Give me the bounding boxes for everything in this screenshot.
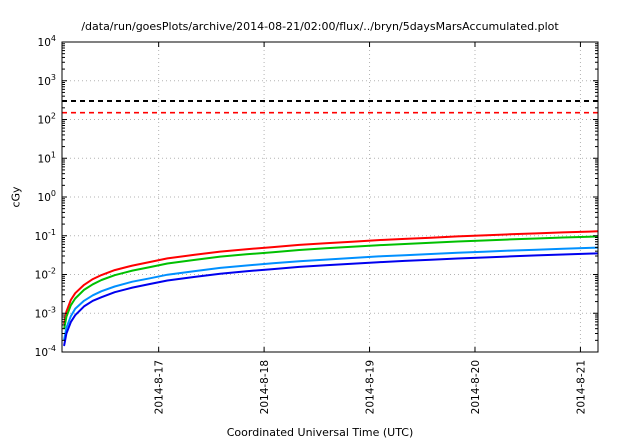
tick-marks (62, 41, 598, 353)
series-blue-line (63, 252, 598, 347)
x-tick-label: 2014-8-20 (470, 360, 482, 414)
series-light-blue-line (63, 246, 598, 341)
series-green-line (63, 235, 598, 330)
y-tick-label: 103 (38, 73, 56, 88)
y-tick-label: 10-3 (35, 305, 56, 320)
x-tick-label: 2014-8-17 (154, 360, 166, 414)
x-tick-label: 2014-8-18 (259, 360, 271, 414)
series-red-line (63, 230, 598, 325)
grid (62, 42, 598, 352)
y-tick-label: 10-2 (35, 267, 56, 282)
y-tick-label: 10-4 (35, 344, 56, 359)
y-tick-label: 10-1 (35, 228, 56, 243)
y-tick-label: 102 (38, 112, 56, 127)
chart-title: /data/run/goesPlots/archive/2014-08-21/0… (81, 20, 559, 33)
x-tick-label: 2014-8-21 (575, 360, 587, 414)
y-tick-label: 100 (38, 189, 56, 204)
y-tick-label: 101 (38, 150, 56, 165)
x-axis-label: Coordinated Universal Time (UTC) (226, 426, 414, 439)
y-axis-label: cGy (9, 186, 23, 208)
y-tick-label: 104 (38, 34, 56, 49)
series-group (63, 230, 598, 347)
x-tick-label: 2014-8-19 (365, 360, 377, 414)
